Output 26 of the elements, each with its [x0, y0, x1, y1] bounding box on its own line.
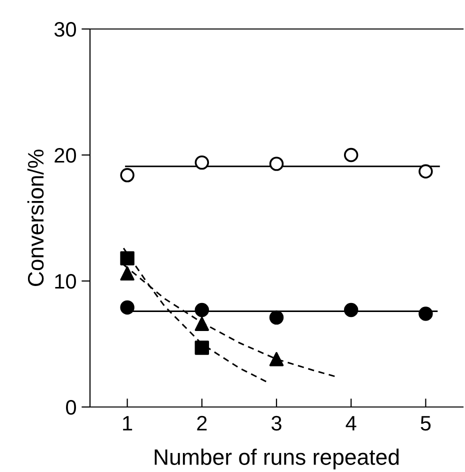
y-axis-title: Conversion/% — [27, 150, 44, 286]
point — [269, 352, 284, 366]
point — [194, 302, 210, 318]
point — [344, 148, 358, 162]
point — [269, 310, 284, 325]
point — [194, 316, 210, 331]
point — [344, 302, 358, 318]
x-tick-label: 1 — [123, 416, 132, 430]
point — [120, 251, 134, 266]
x-tick-label: 2 — [197, 416, 207, 430]
y-tick-label: 20 — [54, 148, 76, 163]
y-tick-label: 0 — [66, 400, 76, 415]
point — [120, 300, 134, 315]
point — [418, 306, 433, 321]
x-tick-label: 5 — [420, 416, 431, 431]
point — [194, 340, 210, 355]
x-tick-label: 3 — [272, 416, 282, 431]
x-tick-label: 4 — [346, 416, 356, 430]
point — [194, 155, 210, 170]
point — [418, 164, 433, 178]
x-axis-title: Number of runs repeated — [154, 448, 399, 470]
y-tick-label: 10 — [55, 274, 76, 289]
point — [120, 168, 134, 182]
point — [269, 156, 284, 171]
y-tick-label: 30 — [54, 22, 76, 37]
point — [120, 266, 134, 281]
